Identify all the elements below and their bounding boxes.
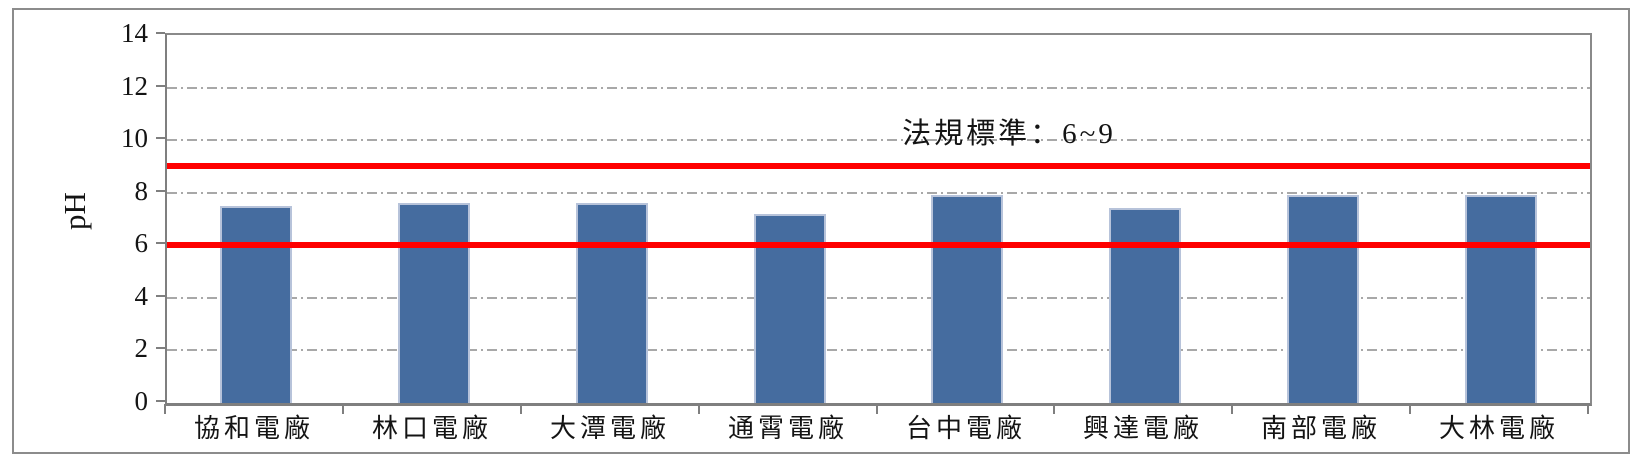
- bar-協和電廠: [220, 206, 292, 403]
- gridline-2: [167, 349, 1590, 351]
- y-tick-mark-6: [156, 242, 165, 244]
- y-tick-label-14: 14: [121, 18, 148, 48]
- y-tick-label-0: 0: [134, 386, 149, 416]
- x-tick-mark-6: [1231, 404, 1233, 414]
- bar-大林電廠: [1465, 195, 1537, 403]
- bar-大潭電廠: [576, 203, 648, 403]
- gridline-4: [167, 297, 1590, 299]
- y-tick-label-2: 2: [134, 333, 149, 363]
- bar-南部電廠: [1287, 195, 1359, 403]
- x-tick-mark-0: [164, 404, 166, 414]
- gridline-8: [167, 192, 1590, 194]
- x-category-label-興達電廠: 興達電廠: [1082, 414, 1203, 443]
- x-tick-mark-1: [342, 404, 344, 414]
- y-tick-mark-4: [156, 295, 165, 297]
- reference-line-lower-limit: [167, 242, 1590, 248]
- x-tick-mark-3: [698, 404, 700, 414]
- x-tick-mark-8: [1587, 404, 1589, 414]
- x-category-label-大林電廠: 大林電廠: [1438, 414, 1559, 443]
- y-tick-label-6: 6: [134, 228, 149, 258]
- plot-area: [165, 33, 1592, 406]
- bar-台中電廠: [931, 195, 1003, 403]
- gridline-12: [167, 87, 1590, 89]
- gridline-10: [167, 139, 1590, 141]
- y-tick-mark-10: [156, 137, 165, 139]
- x-category-label-協和電廠: 協和電廠: [193, 414, 314, 443]
- regulatory-standard-annotation: 法規標準：6~9: [902, 118, 1116, 150]
- x-tick-mark-4: [876, 404, 878, 414]
- reference-line-upper-limit: [167, 163, 1590, 169]
- bar-興達電廠: [1109, 208, 1181, 403]
- y-tick-label-4: 4: [134, 281, 149, 311]
- x-category-label-通霄電廠: 通霄電廠: [727, 414, 848, 443]
- bar-林口電廠: [398, 203, 470, 403]
- x-tick-mark-7: [1409, 404, 1411, 414]
- x-category-label-南部電廠: 南部電廠: [1260, 414, 1381, 443]
- y-tick-label-8: 8: [134, 176, 149, 206]
- x-category-label-大潭電廠: 大潭電廠: [549, 414, 670, 443]
- y-tick-mark-14: [156, 32, 165, 34]
- x-tick-mark-5: [1053, 404, 1055, 414]
- y-tick-label-12: 12: [121, 71, 148, 101]
- y-tick-mark-0: [156, 400, 165, 402]
- x-category-label-林口電廠: 林口電廠: [371, 414, 492, 443]
- x-category-label-台中電廠: 台中電廠: [905, 414, 1026, 443]
- x-tick-mark-2: [520, 404, 522, 414]
- y-tick-label-10: 10: [121, 123, 148, 153]
- y-tick-mark-8: [156, 190, 165, 192]
- y-tick-mark-12: [156, 85, 165, 87]
- y-tick-mark-2: [156, 347, 165, 349]
